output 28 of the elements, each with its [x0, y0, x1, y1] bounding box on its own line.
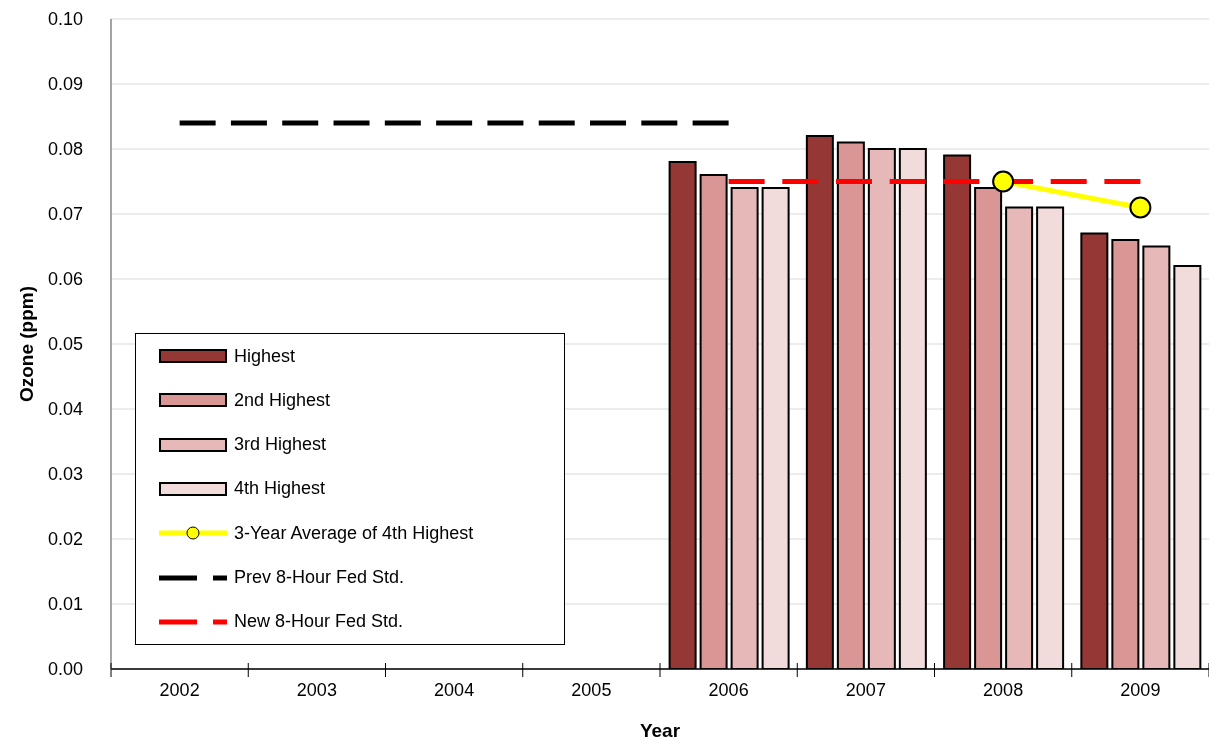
x-tick-label: 2007	[845, 680, 886, 700]
y-tick-label: 0.02	[47, 529, 83, 550]
y-axis-title: Ozone (ppm)	[15, 285, 37, 403]
y-tick-label: 0.01	[47, 594, 83, 615]
y-tick-label: 0.03	[47, 464, 83, 485]
x-tick-label: 2009	[1120, 680, 1161, 700]
legend-label: Prev 8-Hour Fed Std.	[234, 567, 405, 588]
y-tick-label: 0.04	[47, 399, 83, 420]
legend-label: 2nd Highest	[234, 389, 331, 410]
x-tick-label: 2003	[296, 680, 337, 700]
x-tick-label: 2006	[708, 680, 749, 700]
y-tick-label: 0.08	[47, 139, 83, 160]
y-tick-label: 0.06	[47, 269, 83, 290]
x-tick-label: 2005	[571, 680, 612, 700]
y-tick-label: 0.10	[47, 9, 83, 30]
x-tick-label: 2008	[983, 680, 1024, 700]
legend-label: Highest	[234, 345, 296, 366]
legend-label: 3-Year Average of 4th Highest	[234, 522, 474, 543]
legend-label: 4th Highest	[234, 478, 326, 499]
x-tick-label: 2004	[434, 680, 475, 700]
x-axis-title: Year	[639, 720, 681, 741]
x-tick-label: 2002	[159, 680, 200, 700]
legend-label: 3rd Highest	[234, 434, 327, 455]
y-tick-label: 0.05	[47, 334, 83, 355]
y-tick-label: 0.00	[47, 659, 83, 680]
y-tick-label: 0.09	[47, 74, 83, 95]
legend-label: New 8-Hour Fed Std.	[234, 611, 404, 632]
y-tick-label: 0.07	[47, 204, 83, 225]
